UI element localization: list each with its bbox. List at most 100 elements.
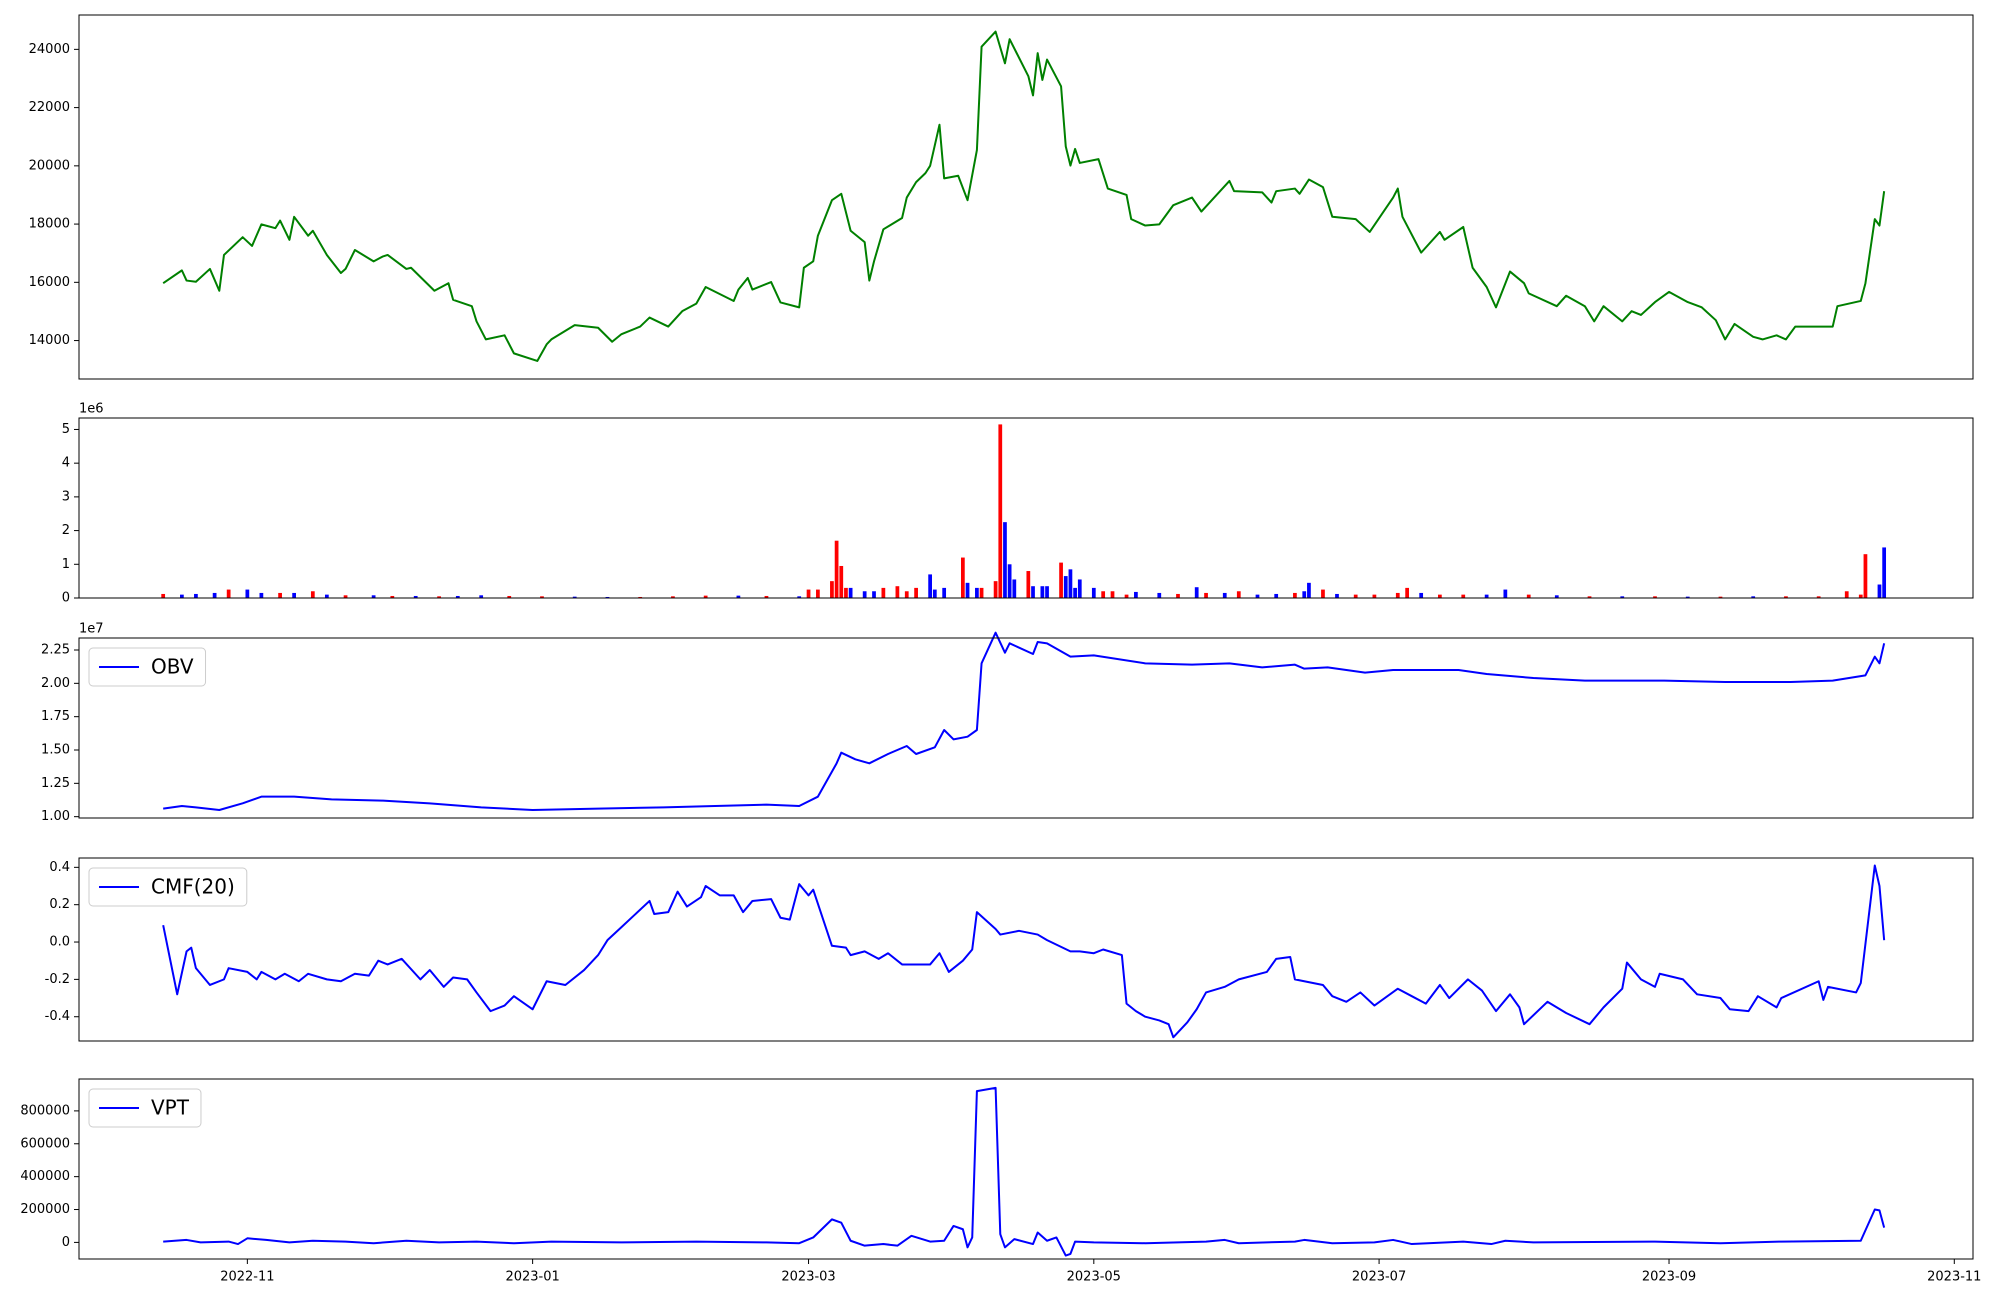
volume-bar <box>1718 596 1723 598</box>
volume-bar <box>1255 594 1260 598</box>
x-tick-label: 2023-05 <box>1067 1270 1121 1285</box>
volume-bar <box>1395 592 1400 598</box>
y-tick-label: 5 <box>62 422 70 437</box>
y-tick-label: 800000 <box>20 1103 70 1118</box>
volume-bar <box>324 594 329 598</box>
volume-bar <box>914 587 918 598</box>
volume-bar <box>736 595 741 598</box>
volume-bar <box>1101 591 1106 598</box>
y-tick-label: 16000 <box>29 275 70 290</box>
volume-bar <box>1003 522 1007 598</box>
volume-bar <box>1335 593 1339 598</box>
volume-bar <box>1194 587 1199 598</box>
volume-bar <box>1007 564 1012 598</box>
volume-bar <box>844 587 848 598</box>
volume-bar <box>1293 592 1297 598</box>
volume-bar <box>993 581 998 598</box>
volume-bar <box>1063 576 1068 598</box>
volume-bar <box>848 587 853 598</box>
volume-bar <box>1858 594 1863 598</box>
y-tick-label: 2.25 <box>41 643 70 658</box>
volume-bar <box>904 591 909 598</box>
y-tick-label: 400000 <box>20 1169 70 1184</box>
y-tick-label: 600000 <box>20 1136 70 1151</box>
volume-bar <box>975 587 979 598</box>
volume-bar <box>881 587 886 598</box>
volume-bar <box>390 595 395 598</box>
volume-bar <box>343 595 348 598</box>
series-line <box>162 30 1886 362</box>
volume-bar <box>1157 592 1162 598</box>
volume-bar <box>960 557 965 598</box>
volume-bar <box>1419 592 1424 598</box>
volume-bar <box>245 589 250 598</box>
volume-bar <box>1110 591 1115 598</box>
volume-bar <box>1653 596 1657 598</box>
volume-bar <box>830 581 834 598</box>
y-tick-label: 1.75 <box>41 709 70 724</box>
volume-bar <box>1844 591 1849 598</box>
volume-bar <box>479 595 484 598</box>
volume-bar <box>310 591 315 598</box>
x-tick-label: 2022-11 <box>220 1270 274 1285</box>
volume-bar <box>671 596 675 598</box>
volume-bar <box>1863 554 1868 598</box>
volume-bar <box>161 593 166 598</box>
series-line <box>162 864 1886 1039</box>
volume-bar <box>1751 596 1756 598</box>
volume-bar <box>1124 594 1129 598</box>
x-tick-label: 2023-07 <box>1352 1270 1406 1285</box>
legend-box <box>88 647 207 687</box>
volume-bar <box>839 565 844 598</box>
axes-frame <box>78 14 1974 380</box>
volume-bar <box>638 596 643 598</box>
volume-bar <box>1816 596 1821 598</box>
volume-bar <box>806 589 811 598</box>
y-tick-label: 0 <box>62 1235 70 1250</box>
volume-bar <box>764 595 769 598</box>
volume-bar <box>437 596 441 598</box>
volume-bar <box>1073 587 1077 598</box>
y-tick-label: 22000 <box>29 100 70 115</box>
y-tick-label: 1.00 <box>41 809 70 824</box>
y-tick-label: 4 <box>62 456 70 471</box>
volume-bar <box>932 589 937 598</box>
volume-bar <box>942 587 947 598</box>
volume-bar <box>226 589 231 598</box>
volume-bar <box>455 595 460 598</box>
volume-bar <box>1040 586 1045 598</box>
y-tick-label: 0.4 <box>49 860 70 875</box>
volume-bar <box>1784 596 1788 598</box>
volume-bar <box>1274 593 1279 598</box>
y-tick-label: 0.2 <box>49 897 70 912</box>
volume-bar <box>1045 586 1049 598</box>
volume-bar <box>1222 592 1227 598</box>
y-tick-label: 0.0 <box>49 935 70 950</box>
volume-bar <box>872 591 876 598</box>
volume-bar <box>1353 594 1358 598</box>
volume-bar <box>212 592 217 598</box>
volume-bar <box>540 596 544 598</box>
volume-bar <box>1685 596 1690 598</box>
volume-bar <box>1438 594 1442 598</box>
volume-bar <box>1620 596 1625 598</box>
legend-label: OBV <box>151 655 194 679</box>
volume-bar <box>1031 586 1035 598</box>
series-line <box>163 1086 1886 1257</box>
volume-bar <box>1882 547 1887 598</box>
volume-bar <box>1134 591 1138 598</box>
x-tick-label: 2023-11 <box>1927 1270 1981 1285</box>
y-tick-label: 24000 <box>29 42 70 57</box>
volume-bar <box>1405 587 1410 598</box>
volume-bar <box>1204 592 1208 598</box>
volume-bar <box>194 593 198 598</box>
legend-label: CMF(20) <box>151 875 235 899</box>
x-tick-label: 2023-01 <box>505 1270 559 1285</box>
x-tick-label: 2023-03 <box>781 1270 835 1285</box>
volume-bar <box>895 586 900 598</box>
y-tick-label: 18000 <box>29 217 70 232</box>
legend-box <box>88 867 248 907</box>
volume-bar <box>259 592 264 598</box>
x-tick-label: 2023-09 <box>1642 1270 1696 1285</box>
volume-bar <box>1176 593 1180 598</box>
